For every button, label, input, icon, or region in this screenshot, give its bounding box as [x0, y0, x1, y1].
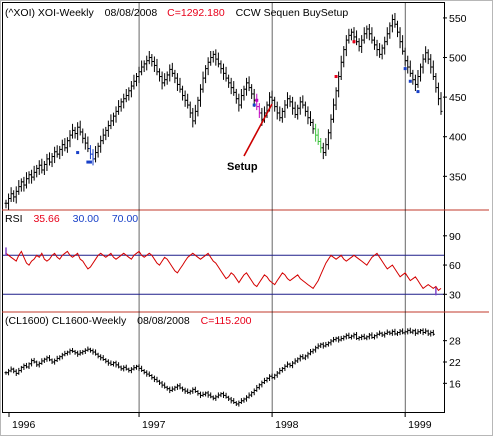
rsi-label: RSI	[5, 213, 23, 225]
year-tick-label: 1997	[142, 419, 166, 431]
oil-tick-label: 16	[449, 378, 461, 390]
year-axis: 1996 1997 1998 1999	[8, 413, 432, 431]
year-tick-label: 1999	[408, 419, 432, 431]
oil-tick-label: 28	[449, 336, 461, 348]
oil-bars	[4, 327, 435, 407]
oil-header: (CL1600) CL1600-Weekly 08/08/2008 C=115.…	[5, 315, 252, 327]
signal-marker	[255, 98, 259, 102]
rsi-markers	[5, 247, 437, 296]
rsi-upper: 70.00	[112, 213, 138, 225]
oil-ticker: (CL1600) CL1600-Weekly	[5, 315, 127, 327]
rsi-reference-lines	[3, 254, 444, 295]
price-tick-label: 350	[449, 171, 467, 183]
price-tick-label: 450	[449, 92, 467, 104]
oil-tick-label: 22	[449, 357, 461, 369]
price-axis: 350 400 450 500 550	[443, 13, 467, 183]
signal-marker	[334, 75, 338, 79]
setup-label: Setup	[227, 161, 258, 173]
oil-axis: 16 22 28	[443, 336, 461, 390]
signal-marker	[408, 79, 412, 83]
signal-marker	[252, 103, 256, 107]
ohlc-bar	[439, 92, 443, 115]
plot-border	[2, 2, 445, 413]
price-tick-label: 550	[449, 13, 467, 25]
rsi-tick-label: 30	[449, 289, 461, 301]
year-tick-label: 1996	[12, 419, 36, 431]
price-ticker: (^XOI) XOI-Weekly	[5, 7, 94, 19]
signal-marker	[86, 160, 90, 164]
ohlc-bar	[431, 329, 435, 336]
signal-marker	[88, 160, 92, 164]
signal-marker	[403, 67, 407, 71]
rsi-lower: 30.00	[73, 213, 99, 225]
rsi-value: 35.66	[33, 213, 59, 225]
price-tick-label: 500	[449, 53, 467, 65]
oil-close: C=115.200	[201, 315, 252, 327]
signal-marker	[352, 40, 356, 44]
rsi-line	[5, 250, 442, 292]
year-tick-label: 1998	[275, 419, 299, 431]
rsi-axis: 30 60 90	[443, 231, 461, 301]
price-tick-label: 400	[449, 132, 467, 144]
setup-arrow	[243, 103, 273, 157]
oil-date: 08/08/2008	[137, 315, 190, 327]
signal-marker	[416, 90, 420, 94]
price-study: CCW Sequen BuySetup	[236, 7, 349, 19]
price-markers	[76, 40, 420, 164]
rsi-tick-label: 90	[449, 231, 461, 243]
price-header: (^XOI) XOI-Weekly 08/08/2008 C=1292.180 …	[5, 7, 348, 19]
signal-marker	[76, 151, 80, 155]
price-bars	[4, 12, 443, 210]
rsi-header: RSI 35.66 30.00 70.00	[5, 213, 138, 225]
price-close: C=1292.180	[167, 7, 225, 19]
price-date: 08/08/2008	[105, 7, 158, 19]
rsi-tick-label: 60	[449, 260, 461, 272]
